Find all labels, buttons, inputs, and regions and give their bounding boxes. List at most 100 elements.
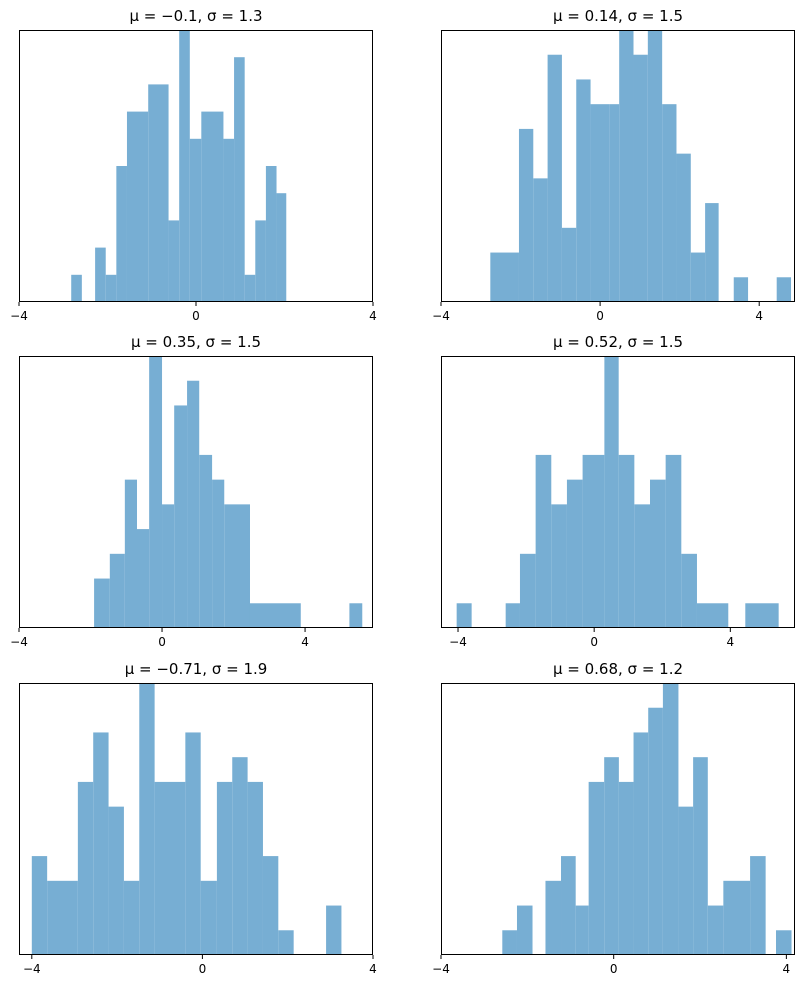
histogram-bar <box>566 479 583 628</box>
histogram-bar <box>650 479 666 628</box>
panel-title: μ = −0.1, σ = 1.3 <box>129 7 262 25</box>
histogram-bar <box>255 220 266 302</box>
histogram-bar <box>123 880 140 955</box>
histogram-bar <box>109 553 125 628</box>
x-tick-label: 4 <box>755 309 763 323</box>
histogram-bar <box>505 603 520 628</box>
histogram-bar <box>201 111 224 302</box>
histogram-bar <box>707 905 724 955</box>
axes-frame <box>19 356 373 628</box>
histogram-bar <box>693 757 708 955</box>
x-tick-label: 0 <box>610 962 618 976</box>
histogram-bar <box>189 138 202 302</box>
histogram-bar <box>776 930 792 955</box>
histogram-bar <box>93 732 109 955</box>
histogram-bar <box>604 356 619 628</box>
histogram-bar <box>561 227 577 302</box>
histogram-bar <box>212 479 225 628</box>
histogram-bar <box>105 274 117 302</box>
histogram-bar <box>633 54 648 303</box>
histogram-bar <box>154 781 186 955</box>
histogram-bar <box>516 905 533 955</box>
histogram-bar <box>71 274 82 302</box>
x-tick-label: −4 <box>449 635 467 649</box>
x-tick-label: 4 <box>301 635 309 649</box>
histogram-bar <box>723 880 751 955</box>
histogram-bar <box>545 880 562 955</box>
x-tick-label: −4 <box>432 309 450 323</box>
x-tick-label: 0 <box>158 635 166 649</box>
axes-frame <box>19 30 373 302</box>
histogram-bar <box>604 757 619 955</box>
histogram-bar <box>168 220 180 302</box>
histogram-bar <box>551 504 567 628</box>
histogram-bar <box>47 880 78 955</box>
histogram-bar <box>234 57 245 303</box>
histogram-bar <box>733 277 749 302</box>
histogram-bar <box>126 111 149 302</box>
histogram-bar <box>535 454 552 628</box>
histogram-bar <box>518 128 534 302</box>
x-tick-label: −4 <box>23 962 41 976</box>
panel-title: μ = 0.35, σ = 1.5 <box>131 333 261 351</box>
x-tick-label: −4 <box>432 962 450 976</box>
histogram-bar <box>77 781 94 955</box>
histogram-bar <box>547 54 562 303</box>
panel-title: μ = 0.68, σ = 1.2 <box>553 660 683 678</box>
histogram-bar <box>678 806 694 955</box>
histogram-bar <box>139 683 155 955</box>
histogram-bar <box>262 856 279 955</box>
histogram-bar <box>224 504 250 628</box>
histogram-bar <box>116 166 127 302</box>
histogram-bar <box>576 79 591 302</box>
histogram-bar <box>200 880 217 955</box>
axes-frame <box>441 356 795 628</box>
histogram-bar <box>162 504 175 628</box>
x-tick-label: −4 <box>10 309 28 323</box>
histogram-bar <box>633 732 649 955</box>
histogram-bar <box>247 781 263 955</box>
x-tick-label: 4 <box>783 962 791 976</box>
histogram-bar <box>533 178 548 302</box>
histogram-bar <box>179 30 190 302</box>
x-tick-label: 0 <box>596 309 604 323</box>
histogram-bar <box>137 529 150 628</box>
histogram-bar <box>95 247 106 302</box>
x-tick-label: 4 <box>369 962 377 976</box>
histogram-bar <box>148 84 169 303</box>
histogram-bar <box>750 856 766 955</box>
histogram-bar <box>276 193 287 302</box>
histogram-panel-5: μ = −0.71, σ = 1.9 −4 0 4 <box>19 660 377 976</box>
x-tick-label: −4 <box>10 635 28 649</box>
histogram-bar <box>174 405 188 628</box>
x-tick-label: 0 <box>199 962 207 976</box>
histogram-bar <box>575 905 589 955</box>
histogram-bar <box>108 806 124 955</box>
histogram-bar <box>31 856 48 955</box>
histogram-bar <box>619 30 634 302</box>
histogram-panel-2: μ = 0.14, σ = 1.5 −4 0 4 <box>432 7 795 323</box>
axes-frame <box>19 683 373 955</box>
histogram-bar <box>124 479 137 628</box>
histogram-panel-1: μ = −0.1, σ = 1.3 −4 0 4 <box>10 7 377 323</box>
histogram-bar <box>618 781 634 955</box>
histogram-bar <box>149 356 163 628</box>
histogram-bar <box>665 454 682 628</box>
histogram-bar <box>199 454 213 628</box>
histogram-bar <box>705 203 719 302</box>
histogram-bar <box>278 930 294 955</box>
histogram-bar <box>502 930 517 955</box>
x-tick-label: 4 <box>727 635 735 649</box>
histogram-bar <box>690 252 706 302</box>
x-tick-label: 0 <box>192 309 200 323</box>
panel-title: μ = −0.71, σ = 1.9 <box>125 660 268 678</box>
histogram-bar <box>609 104 620 303</box>
panel-title: μ = 0.14, σ = 1.5 <box>553 7 683 25</box>
histogram-bar <box>561 856 576 955</box>
histogram-bar <box>519 553 536 628</box>
histogram-bar <box>582 454 605 628</box>
histogram-bar <box>185 732 201 955</box>
histogram-bar <box>588 781 605 955</box>
histogram-bar <box>647 30 663 302</box>
